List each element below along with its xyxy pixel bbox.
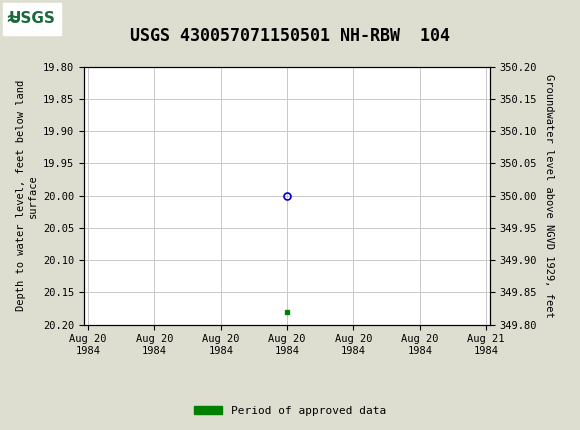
Bar: [3, 3, 61, 35]
Legend: Period of approved data: Period of approved data: [190, 401, 390, 420]
Y-axis label: Groundwater level above NGVD 1929, feet: Groundwater level above NGVD 1929, feet: [544, 74, 554, 317]
Text: ≈: ≈: [5, 10, 20, 28]
Text: USGS 430057071150501 NH-RBW  104: USGS 430057071150501 NH-RBW 104: [130, 27, 450, 45]
Y-axis label: Depth to water level, feet below land
surface: Depth to water level, feet below land su…: [16, 80, 38, 311]
Text: USGS: USGS: [9, 12, 55, 26]
